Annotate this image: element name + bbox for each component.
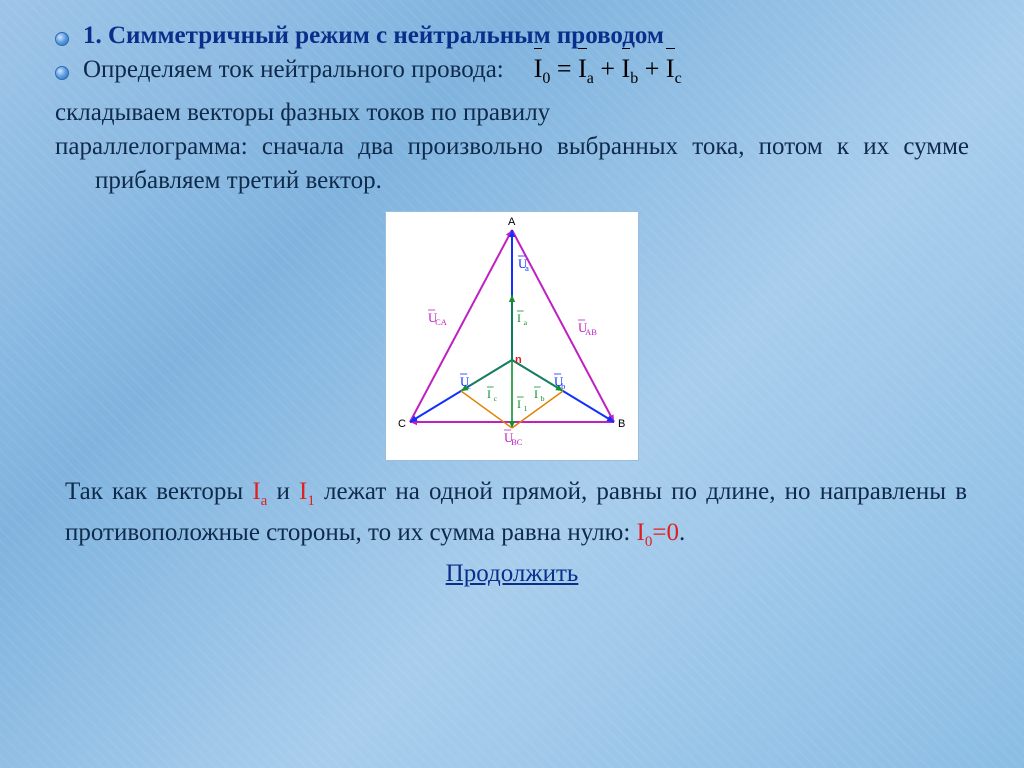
svg-text:C: C	[398, 418, 406, 430]
subtitle-text: Определяем ток нейтрального провода:	[83, 56, 504, 84]
svg-text:I: I	[517, 397, 521, 411]
svg-text:a: a	[525, 263, 529, 273]
svg-text:BC: BC	[511, 437, 523, 447]
svg-text:b: b	[541, 394, 545, 403]
svg-text:b: b	[561, 381, 565, 391]
svg-text:1: 1	[524, 404, 528, 413]
continue-link[interactable]: Продолжить	[446, 560, 579, 587]
paragraph-2: Так как векторы Ia и I1 лежат на одной п…	[55, 473, 969, 554]
svg-text:A: A	[508, 216, 516, 228]
svg-text:c: c	[494, 394, 498, 403]
svg-text:I: I	[534, 387, 538, 401]
bullet-icon	[55, 32, 69, 46]
svg-text:B: B	[618, 418, 625, 430]
vector-diagram: ABCnUaUbUcUABUCAUBCIaIbIcI1	[385, 211, 639, 461]
svg-text:a: a	[524, 318, 528, 327]
svg-text:n: n	[515, 354, 522, 366]
svg-text:I: I	[517, 311, 521, 325]
svg-text:CA: CA	[435, 317, 448, 327]
svg-text:AB: AB	[585, 327, 597, 337]
bullet-icon	[55, 66, 69, 80]
section-title: 1. Симметричный режим с нейтральным пров…	[83, 22, 664, 50]
svg-text:c: c	[467, 381, 471, 391]
neutral-current-equation: I0 = Ia + Ib + Ic	[534, 54, 682, 88]
paragraph-1: складываем векторы фазных токов по прави…	[55, 96, 969, 197]
svg-text:I: I	[487, 387, 491, 401]
